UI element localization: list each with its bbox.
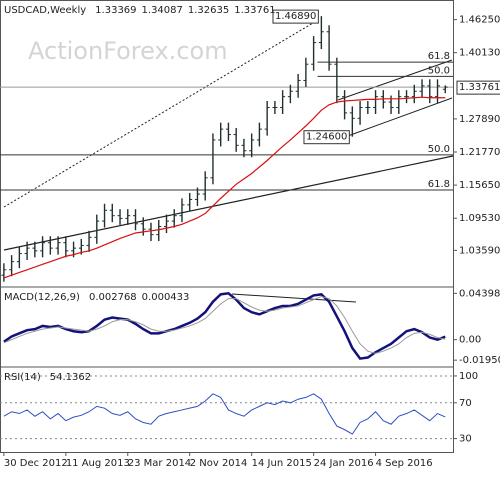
trend-line — [3, 19, 319, 208]
fib-label: 61.8 — [428, 51, 450, 62]
header-value: 0.002768 — [89, 292, 137, 303]
y-tick-label: 1.15650 — [459, 180, 500, 191]
annotation: 1.46890 — [275, 11, 316, 22]
y-tick-label: 0.043983 — [459, 288, 500, 299]
divergence-line — [231, 293, 357, 303]
x-tick-label: 2 Nov 2014 — [190, 458, 248, 469]
header-value: 1.33369 — [95, 5, 136, 16]
indicator-line — [3, 292, 446, 360]
annotation-box — [272, 9, 319, 24]
y-tick-label: -0.019501 — [459, 355, 500, 366]
watermark: ActionForex.com — [28, 37, 228, 65]
x-tick-label: 30 Dec 2012 — [4, 458, 68, 469]
trend-line — [3, 155, 454, 251]
panel-title: RSI(14) — [4, 372, 41, 383]
moving-average — [3, 96, 446, 279]
fib-label: 50.0 — [428, 144, 450, 155]
x-tick-label: 14 Jun 2015 — [252, 458, 312, 469]
y-tick-label: 0.00 — [459, 335, 481, 346]
header-value: 54.1362 — [50, 372, 91, 383]
annotation: 1.24600 — [306, 132, 347, 143]
indicator-line — [3, 295, 446, 354]
y-tick-label: 100 — [459, 371, 478, 382]
header-value: 1.32635 — [188, 5, 229, 16]
fib-label: 50.0 — [428, 65, 450, 76]
channel-line — [344, 97, 453, 138]
plot-frame — [0, 0, 454, 453]
annotation-box — [303, 130, 350, 145]
x-tick-label: 24 Jan 2016 — [314, 458, 374, 469]
panel-title: MACD(12,26,9) — [4, 292, 80, 303]
y-tick-label: 1.46250 — [459, 15, 500, 26]
fib-label: 61.8 — [428, 179, 450, 190]
x-tick-label: 11 Aug 2013 — [66, 458, 130, 469]
x-tick-label: 23 Mar 2014 — [128, 458, 191, 469]
x-tick-label: 4 Sep 2016 — [376, 458, 433, 469]
y-tick-label: 1.09530 — [459, 213, 500, 224]
y-tick-label: 70 — [459, 398, 472, 409]
y-tick-label: 1.21770 — [459, 147, 500, 158]
current-price-label: 1.33761 — [459, 82, 500, 93]
y-tick-label: 30 — [459, 434, 472, 445]
y-tick-label: 1.03590 — [459, 245, 500, 256]
header-value: 1.33761 — [234, 5, 275, 16]
channel-line — [337, 59, 453, 101]
y-tick-label: 1.27890 — [459, 114, 500, 125]
header-value: 0.000433 — [142, 292, 190, 303]
current-price-box — [456, 80, 500, 95]
header-value: 1.34087 — [142, 5, 183, 16]
indicator-line — [3, 393, 446, 435]
panel-title: USDCAD,Weekly — [4, 5, 86, 16]
y-tick-label: 1.40130 — [459, 48, 500, 59]
